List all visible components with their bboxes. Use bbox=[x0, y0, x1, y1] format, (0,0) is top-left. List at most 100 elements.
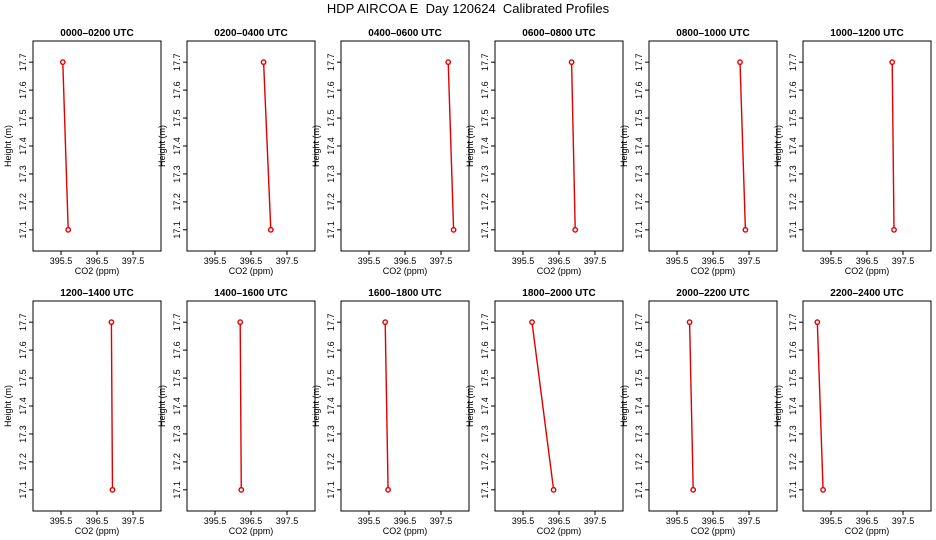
y-tick-label: 17.6 bbox=[172, 81, 182, 99]
y-tick-label: 17.7 bbox=[326, 313, 336, 331]
x-tick-label: 396.5 bbox=[702, 516, 725, 526]
data-point bbox=[529, 319, 535, 326]
y-axis-label: Height (m) bbox=[157, 385, 167, 427]
x-tick-label: 397.5 bbox=[276, 256, 299, 266]
plot-frame bbox=[32, 300, 162, 512]
x-tick-label: 395.5 bbox=[820, 256, 843, 266]
data-point bbox=[737, 59, 743, 66]
x-axis-label: CO2 (ppm) bbox=[229, 526, 274, 536]
y-axis-label: Height (m) bbox=[465, 125, 475, 167]
y-tick-label: 17.6 bbox=[18, 81, 28, 99]
y-tick-label: 17.7 bbox=[480, 313, 490, 331]
x-tick-label: 395.5 bbox=[50, 516, 73, 526]
data-point bbox=[109, 486, 116, 493]
x-axis-label: CO2 (ppm) bbox=[537, 266, 582, 276]
plot-frame bbox=[494, 300, 624, 512]
series-line bbox=[570, 62, 576, 230]
y-tick-label: 17.7 bbox=[172, 53, 182, 71]
y-tick-label: 17.6 bbox=[326, 341, 336, 359]
data-point bbox=[385, 486, 391, 493]
panel-title: 0200–0400 UTC bbox=[214, 28, 287, 39]
y-tick-label: 17.1 bbox=[634, 481, 644, 499]
x-axis-label: CO2 (ppm) bbox=[691, 526, 736, 536]
x-tick-label: 397.5 bbox=[430, 516, 453, 526]
series-line bbox=[239, 322, 242, 490]
y-axis-label: Height (m) bbox=[619, 385, 629, 427]
y-tick-label: 17.3 bbox=[326, 165, 336, 183]
y-tick-label: 17.2 bbox=[326, 453, 336, 471]
y-tick-label: 17.6 bbox=[480, 81, 490, 99]
panel-title: 2000–2200 UTC bbox=[676, 288, 749, 299]
data-point bbox=[820, 486, 826, 493]
x-tick-label: 395.5 bbox=[512, 516, 535, 526]
page-title: HDP AIRCOA E Day 120624 Calibrated Profi… bbox=[326, 1, 610, 16]
x-axis-label: CO2 (ppm) bbox=[75, 526, 120, 536]
series-line bbox=[891, 62, 895, 230]
y-tick-label: 17.5 bbox=[326, 109, 336, 127]
plot-frame bbox=[32, 40, 162, 252]
y-tick-label: 17.6 bbox=[788, 341, 798, 359]
y-tick-label: 17.7 bbox=[480, 53, 490, 71]
data-point bbox=[572, 226, 579, 233]
y-tick-label: 17.3 bbox=[480, 165, 490, 183]
plot-frame bbox=[648, 40, 778, 252]
y-tick-label: 17.7 bbox=[172, 313, 182, 331]
series-line bbox=[110, 322, 114, 490]
y-axis-label: Height (m) bbox=[465, 385, 475, 427]
y-tick-label: 17.2 bbox=[480, 193, 490, 211]
y-tick-label: 17.2 bbox=[634, 453, 644, 471]
data-point bbox=[690, 486, 697, 493]
y-tick-label: 17.3 bbox=[326, 425, 336, 443]
panel-title: 0800–1000 UTC bbox=[676, 28, 749, 39]
panel-title: 1000–1200 UTC bbox=[830, 28, 903, 39]
panel-title: 1200–1400 UTC bbox=[60, 288, 133, 299]
x-tick-label: 397.5 bbox=[584, 516, 607, 526]
y-tick-label: 17.7 bbox=[788, 53, 798, 71]
y-tick-label: 17.2 bbox=[172, 453, 182, 471]
x-tick-label: 396.5 bbox=[240, 516, 263, 526]
y-tick-label: 17.7 bbox=[788, 313, 798, 331]
y-tick-label: 17.5 bbox=[18, 369, 28, 387]
panel-title: 0400–0600 UTC bbox=[368, 28, 441, 39]
panel-title: 0000–0200 UTC bbox=[60, 28, 133, 39]
x-axis-label: CO2 (ppm) bbox=[537, 526, 582, 536]
data-point bbox=[382, 319, 389, 326]
x-tick-label: 395.5 bbox=[666, 256, 689, 266]
data-point bbox=[237, 319, 244, 326]
y-axis-label: Height (m) bbox=[157, 125, 167, 167]
y-tick-label: 17.6 bbox=[634, 341, 644, 359]
plot-frame bbox=[340, 40, 470, 252]
y-tick-label: 17.5 bbox=[18, 109, 28, 127]
y-axis-label: Height (m) bbox=[619, 125, 629, 167]
plot-frame bbox=[648, 300, 778, 512]
plot-frame bbox=[340, 300, 470, 512]
plot-frame bbox=[802, 40, 932, 252]
data-point bbox=[568, 59, 575, 66]
y-tick-label: 17.4 bbox=[18, 137, 28, 155]
data-point bbox=[65, 226, 72, 233]
y-tick-label: 17.2 bbox=[18, 193, 28, 211]
y-tick-label: 17.2 bbox=[326, 193, 336, 211]
data-point bbox=[889, 59, 896, 66]
data-point bbox=[260, 59, 267, 66]
y-tick-label: 17.4 bbox=[326, 397, 336, 415]
x-tick-label: 396.5 bbox=[548, 516, 571, 526]
series-line bbox=[816, 322, 824, 490]
y-tick-label: 17.4 bbox=[788, 397, 798, 415]
y-tick-label: 17.1 bbox=[326, 481, 336, 499]
y-tick-label: 17.5 bbox=[480, 109, 490, 127]
data-point bbox=[450, 226, 457, 233]
y-tick-label: 17.4 bbox=[634, 397, 644, 415]
y-tick-label: 17.5 bbox=[788, 109, 798, 127]
x-tick-label: 396.5 bbox=[86, 256, 109, 266]
x-tick-label: 397.5 bbox=[122, 516, 145, 526]
y-tick-label: 17.5 bbox=[480, 369, 490, 387]
